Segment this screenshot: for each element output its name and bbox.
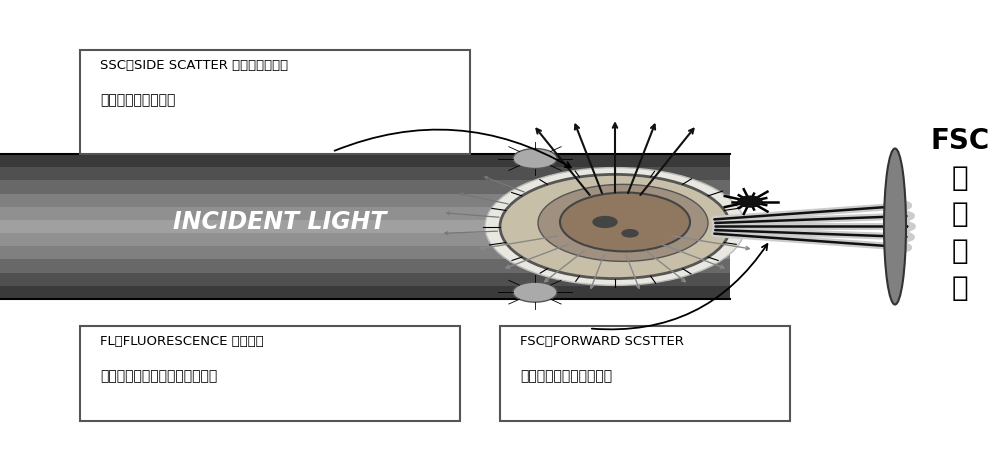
Circle shape: [738, 196, 762, 207]
Text: 识别细胞株的表面和细胞标志物: 识别细胞株的表面和细胞标志物: [100, 369, 217, 383]
Circle shape: [485, 168, 745, 285]
Bar: [0, 260, 730, 273]
Circle shape: [513, 282, 557, 302]
Bar: [0, 246, 730, 260]
Circle shape: [500, 174, 730, 279]
Text: 前向散射光）：颗粒尺寸: 前向散射光）：颗粒尺寸: [520, 369, 612, 383]
Circle shape: [538, 184, 708, 261]
FancyBboxPatch shape: [80, 326, 460, 421]
Bar: [0, 167, 730, 180]
Circle shape: [622, 230, 638, 237]
FancyBboxPatch shape: [80, 50, 470, 154]
Circle shape: [593, 217, 617, 227]
FancyBboxPatch shape: [500, 326, 790, 421]
Circle shape: [560, 193, 690, 251]
Ellipse shape: [884, 149, 906, 304]
Text: 表面形状和内部颗粒: 表面形状和内部颗粒: [100, 93, 175, 107]
Text: FSC
接
收
系
统: FSC 接 收 系 统: [930, 127, 990, 302]
Text: INCIDENT LIGHT: INCIDENT LIGHT: [173, 210, 387, 234]
Bar: [0, 207, 730, 220]
Text: SSC（SIDE SCATTER 侧面散射光）：: SSC（SIDE SCATTER 侧面散射光）：: [100, 59, 288, 72]
Text: FL（FLUORESCENCE 荧光）：: FL（FLUORESCENCE 荧光）：: [100, 335, 264, 348]
Bar: [0, 273, 730, 286]
Bar: [0, 286, 730, 299]
Circle shape: [513, 149, 557, 169]
Bar: [0, 180, 730, 193]
Bar: [0, 233, 730, 246]
Text: FSC（FORWARD SCSTTER: FSC（FORWARD SCSTTER: [520, 335, 684, 348]
Bar: [0, 154, 730, 167]
Bar: [0, 193, 730, 207]
Bar: [0, 220, 730, 233]
